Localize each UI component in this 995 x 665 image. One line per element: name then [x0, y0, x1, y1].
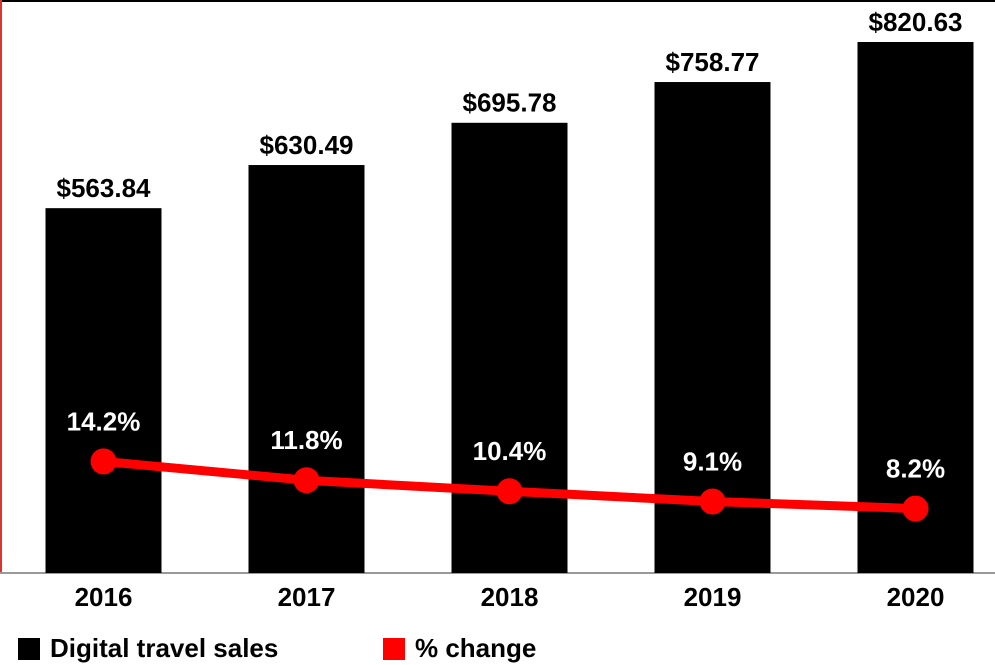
line-point: [902, 495, 929, 522]
line-point: [496, 478, 523, 505]
bar: [45, 208, 162, 573]
bar-value-label: $695.78: [463, 88, 557, 118]
line-value-label: 9.1%: [683, 446, 742, 476]
line-value-label: 10.4%: [473, 436, 547, 466]
bar-value-label: $820.63: [869, 7, 963, 37]
line-point: [699, 488, 726, 515]
x-tick-label: 2017: [278, 582, 336, 612]
bar: [248, 165, 365, 573]
x-tick-label: 2020: [887, 582, 945, 612]
line-point: [293, 467, 320, 494]
line-value-label: 11.8%: [270, 425, 342, 455]
bar-value-label: $758.77: [666, 47, 760, 77]
bar-value-label: $630.49: [260, 130, 354, 160]
bar-value-label: $563.84: [57, 173, 152, 203]
x-tick-label: 2019: [684, 582, 742, 612]
bar: [857, 42, 974, 574]
line-value-label: 8.2%: [886, 453, 945, 483]
legend-swatch: [18, 638, 40, 660]
legend-swatch: [383, 638, 405, 660]
bar: [451, 122, 568, 573]
line-point: [90, 448, 117, 475]
legend-label: Digital travel sales: [50, 633, 278, 663]
line-value-label: 14.2%: [67, 406, 141, 436]
legend-label: % change: [415, 633, 536, 663]
x-tick-label: 2016: [75, 582, 133, 612]
x-tick-label: 2018: [481, 582, 539, 612]
